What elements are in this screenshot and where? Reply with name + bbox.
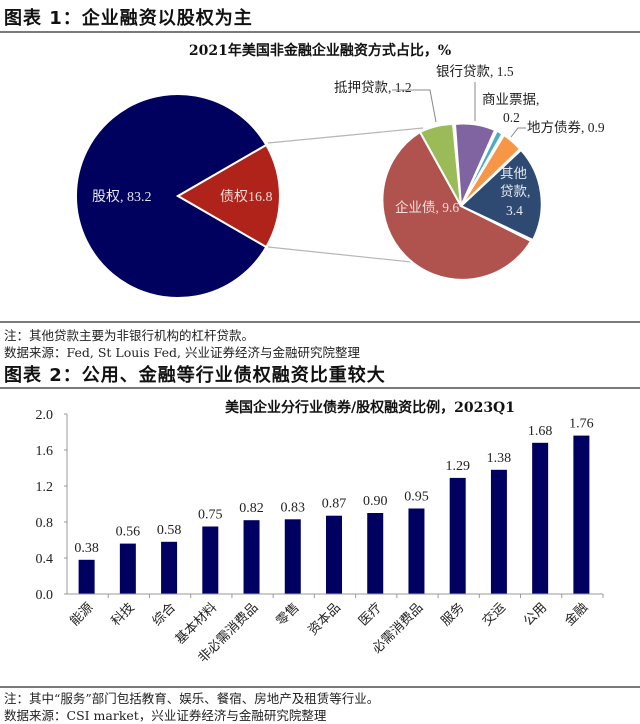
leader-line-mortgage: [392, 89, 437, 123]
bars-group: 0.38 0.56 0.58 0.75 0.82 0.83 0.87 0.90 0.95 1.29…: [74, 417, 594, 594]
bar-value-label: 0.95: [404, 490, 429, 505]
pie-slice-debt: [176, 143, 281, 249]
figure-1-bottom-rule: [0, 321, 640, 323]
label-commercial-paper-1: 商业票据,: [482, 92, 539, 107]
y-tick-label: 0.8: [36, 516, 54, 531]
bar-value-label: 0.82: [239, 501, 264, 516]
bar-value-label: 0.58: [157, 523, 182, 538]
y-tick-label: 1.6: [36, 444, 54, 459]
bar-value-label: 0.87: [322, 497, 347, 512]
x-category-label: 金融: [562, 600, 592, 630]
bar-value-label: 0.38: [74, 541, 99, 556]
label-municipal-bonds: 地方债券, 0.9: [527, 120, 605, 135]
x-category-label: 服务: [438, 600, 468, 630]
label-debt: 债权16.8: [220, 189, 273, 205]
label-other-loans-2: 贷款,: [500, 184, 530, 199]
x-category-label: 公用: [521, 600, 550, 629]
pie-slice-equity: [74, 93, 268, 299]
bar: [78, 559, 95, 594]
figure-2-source: 数据来源：CSI market，兴业证券经济与金融研究院整理: [4, 708, 327, 723]
x-category-label: 交运: [479, 600, 509, 630]
bar: [532, 442, 549, 594]
bar: [284, 519, 301, 594]
x-category-label: 资本品: [306, 600, 344, 638]
bar: [161, 541, 178, 594]
sub-pie: 企业债, 9.6 其他 贷款, 3.4 抵押贷款, 1.2 银行贷款, 1.5 …: [334, 64, 605, 281]
main-pie: 股权, 83.2 债权16.8: [74, 93, 281, 299]
y-tick-label: 1.2: [36, 480, 54, 495]
label-mortgage: 抵押贷款, 1.2: [334, 80, 412, 95]
bar: [367, 513, 384, 594]
bar: [202, 526, 219, 594]
bar-value-label: 0.56: [116, 525, 141, 540]
figure-1-heading: 图表 1：企业融资以股权为主: [4, 8, 253, 29]
x-category-label: 科技: [109, 600, 138, 629]
figure-2-bottom-rule: [0, 686, 640, 688]
label-corporate-bonds: 企业债, 9.6: [395, 199, 459, 215]
label-commercial-paper-2: 0.2: [503, 110, 520, 125]
bar-value-label: 1.68: [528, 424, 553, 439]
pie-of-pie-chart: 股权, 83.2 债权16.8 企业债, 9.6 其他 贷款, 3.4 抵押贷款…: [74, 64, 605, 299]
x-category-label: 能源: [67, 600, 96, 629]
y-tick-label: 2.0: [36, 408, 54, 423]
x-category-label: 零售: [273, 600, 303, 630]
bar-value-label: 1.38: [487, 451, 512, 466]
sub-slice-bank-loans: [453, 122, 497, 207]
sub-slice-corporate-bonds: [381, 130, 533, 281]
bar-chart: 2.01.61.20.80.40.0 0.380.56 0.580.75 0.82 0…: [36, 408, 604, 666]
y-axis: 2.0 1.6 1.2 0.8 0.4 0.0: [36, 408, 68, 603]
sub-slice-municipal-bonds: [460, 133, 522, 207]
label-other-loans-3: 3.4: [506, 203, 523, 218]
label-equity: 股权, 83.2: [92, 189, 152, 205]
figure-1-note: 注：其他贷款主要为非银行机构的杠杆贷款。: [4, 328, 255, 343]
bar-value-label: 0.90: [363, 494, 388, 509]
figure-2-chart-title: 美国企业分行业债券/股权融资比例，2023Q1: [224, 400, 515, 416]
figure-1-source: 数据来源：Fed, St Louis Fed, 兴业证券经济与金融研究院整理: [4, 345, 360, 360]
bar: [243, 520, 260, 594]
bar: [449, 477, 466, 594]
bar: [119, 543, 136, 594]
bar-value-label: 0.75: [198, 508, 223, 523]
x-category-label: 医疗: [356, 600, 385, 629]
figure-1-top-rule: [0, 31, 640, 33]
bar-value-label: 1.76: [569, 417, 594, 432]
bar: [408, 508, 425, 594]
figure-2-heading: 图表 2：公用、金融等行业债权融资比重较大: [4, 365, 386, 386]
sub-slice-other-loans: [459, 148, 543, 242]
sub-slice-mortgage: [418, 122, 462, 207]
connector-line-top: [267, 127, 424, 144]
bar: [573, 435, 590, 594]
bar-value-label: 0.83: [281, 500, 306, 515]
leader-line-municipal-bonds: [510, 127, 526, 138]
bar: [326, 515, 342, 594]
bar: [490, 469, 507, 594]
y-tick-label: 0.0: [36, 588, 54, 603]
bar-value-label: 1.29: [445, 459, 470, 474]
figure-2-top-rule: [0, 387, 640, 389]
figure-1-chart-title: 2021年美国非金融企业融资方式占比，%: [188, 43, 452, 59]
x-category-label: 综合: [150, 600, 179, 629]
y-tick-label: 0.4: [36, 552, 54, 567]
figure-2-note: 注：其中“服务”部门包括教育、娱乐、餐宿、房地产及租赁等行业。: [4, 691, 380, 706]
label-bank-loans: 银行贷款, 1.5: [436, 64, 514, 79]
label-other-loans-1: 其他: [500, 166, 527, 181]
